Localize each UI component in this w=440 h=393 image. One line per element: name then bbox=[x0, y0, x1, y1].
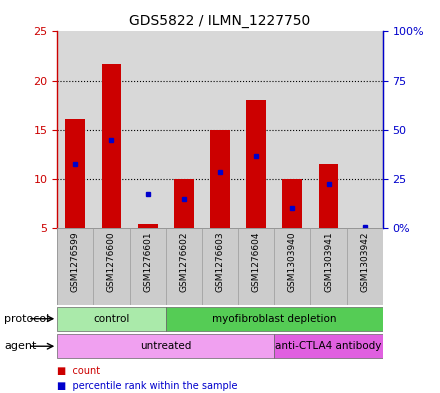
Title: GDS5822 / ILMN_1227750: GDS5822 / ILMN_1227750 bbox=[129, 14, 311, 28]
Bar bbox=[57, 228, 383, 305]
Text: anti-CTLA4 antibody: anti-CTLA4 antibody bbox=[275, 341, 382, 351]
FancyBboxPatch shape bbox=[57, 334, 274, 358]
Bar bbox=[66, 119, 85, 228]
Text: GSM1303940: GSM1303940 bbox=[288, 232, 297, 292]
Bar bbox=[102, 64, 121, 228]
Text: GSM1276604: GSM1276604 bbox=[252, 232, 260, 292]
Bar bbox=[210, 130, 230, 228]
Bar bbox=[138, 224, 158, 228]
Text: untreated: untreated bbox=[140, 341, 191, 351]
Bar bbox=[246, 100, 266, 228]
Bar bbox=[174, 179, 194, 228]
FancyBboxPatch shape bbox=[57, 307, 166, 331]
FancyBboxPatch shape bbox=[274, 334, 383, 358]
Text: GSM1303941: GSM1303941 bbox=[324, 232, 333, 292]
Text: GSM1276600: GSM1276600 bbox=[107, 232, 116, 292]
Bar bbox=[319, 164, 338, 228]
Text: GSM1276599: GSM1276599 bbox=[71, 232, 80, 292]
Bar bbox=[282, 179, 302, 228]
Text: ■  count: ■ count bbox=[57, 366, 100, 376]
Text: GSM1303942: GSM1303942 bbox=[360, 232, 369, 292]
FancyBboxPatch shape bbox=[166, 307, 383, 331]
Text: GSM1276603: GSM1276603 bbox=[216, 232, 224, 292]
Text: GSM1276601: GSM1276601 bbox=[143, 232, 152, 292]
Text: control: control bbox=[93, 314, 130, 324]
Text: GSM1276602: GSM1276602 bbox=[180, 232, 188, 292]
Text: agent: agent bbox=[4, 341, 37, 351]
Text: myofibroblast depletion: myofibroblast depletion bbox=[212, 314, 337, 324]
Text: ■  percentile rank within the sample: ■ percentile rank within the sample bbox=[57, 381, 238, 391]
Text: protocol: protocol bbox=[4, 314, 50, 324]
